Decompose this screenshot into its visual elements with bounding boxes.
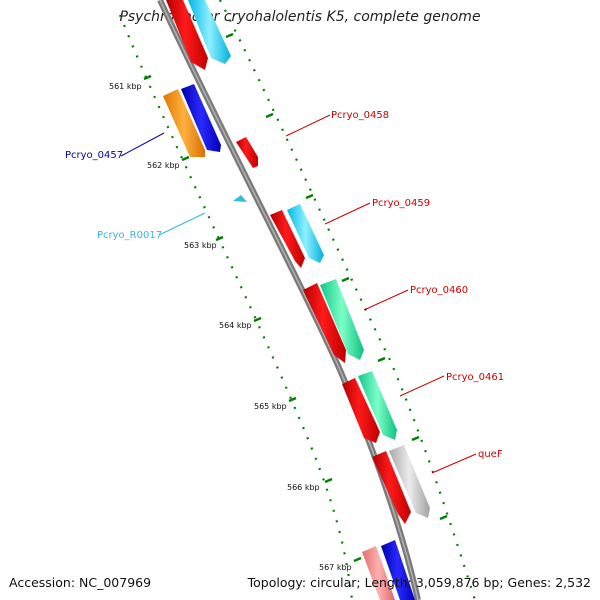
gene-pcryo-r0017[interactable]: [233, 195, 247, 202]
ruler-label-564: 564 kbp: [219, 321, 252, 330]
genome-backbone: [157, 0, 421, 600]
ruler-label-565: 565 kbp: [254, 402, 287, 411]
label-pcryo-0459[interactable]: Pcryo_0459: [372, 198, 430, 209]
gene-quef-red[interactable]: [372, 451, 411, 524]
label-pcryo-0458[interactable]: Pcryo_0458: [331, 110, 389, 121]
gene-bottom-blue[interactable]: [381, 540, 415, 600]
label-pcryo-r0017[interactable]: Pcryo_R0017: [97, 230, 162, 241]
label-pcryo-0461[interactable]: Pcryo_0461: [446, 372, 504, 383]
genome-summary-text: Topology: circular; Length: 3,059,876 bp…: [247, 575, 591, 590]
gene-top-cyan[interactable]: [188, 0, 231, 64]
accession-text: Accession: NC_007969: [9, 575, 152, 590]
gene-pcryo-0460-red[interactable]: [303, 283, 346, 363]
ruler-label-561: 561 kbp: [109, 82, 142, 91]
ruler-major-ticks: [143, 32, 448, 563]
label-quef[interactable]: queF: [478, 449, 503, 460]
gene-bottom-pink[interactable]: [362, 546, 395, 600]
ruler-label-567: 567 kbp: [319, 563, 352, 572]
gene-pcryo-0461[interactable]: [358, 371, 397, 440]
ruler-label-563: 563 kbp: [184, 241, 217, 250]
ruler-line-outer: [219, 0, 477, 600]
gene-pcryo-0459[interactable]: [287, 204, 324, 263]
gene-top-red[interactable]: [166, 0, 208, 70]
ruler-line-inner: [118, 14, 354, 600]
label-pcryo-0457[interactable]: Pcryo_0457: [65, 150, 123, 161]
label-pcryo-0460[interactable]: Pcryo_0460: [410, 285, 468, 296]
gene-pcryo-0461-red[interactable]: [342, 378, 380, 443]
genome-backbone-highlight: [159, 0, 419, 600]
ruler-label-562: 562 kbp: [147, 161, 180, 170]
ruler-label-566: 566 kbp: [287, 483, 320, 492]
gene-features: [163, 0, 430, 600]
gene-pcryo-0457[interactable]: [181, 84, 221, 152]
leader-lines: [120, 114, 477, 474]
gene-pcryo-0458[interactable]: [236, 137, 258, 168]
gene-pcryo-0459-red[interactable]: [270, 210, 305, 268]
gene-pcryo-0460[interactable]: [320, 279, 364, 360]
gene-orange[interactable]: [163, 89, 205, 157]
gene-quef[interactable]: [389, 445, 430, 518]
